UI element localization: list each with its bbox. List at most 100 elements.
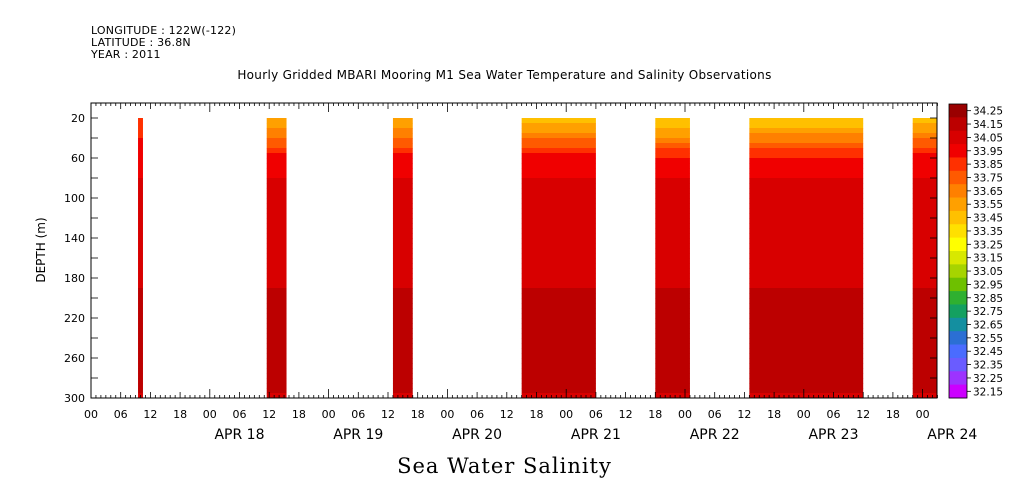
salinity-cell [749,213,864,219]
x-tick-label: 12 [143,408,157,421]
salinity-cell [138,383,143,389]
salinity-cell [749,363,864,369]
salinity-cell [521,363,596,369]
salinity-cell [912,218,937,224]
salinity-cell [266,373,287,379]
salinity-cell [392,348,413,354]
salinity-cell [749,383,864,389]
salinity-cell [912,173,937,179]
salinity-cell [655,343,690,349]
colorbar-label: 33.65 [973,186,1003,198]
salinity-cell [749,143,864,149]
salinity-cell [655,133,690,139]
salinity-cell [912,283,937,289]
salinity-cell [138,328,143,334]
salinity-cell [521,383,596,389]
salinity-cell [138,298,143,304]
salinity-cell [138,278,143,284]
salinity-cell [912,388,937,394]
salinity-cell [266,248,287,254]
colorbar-swatch [949,317,967,332]
salinity-cell [392,248,413,254]
salinity-cell [655,138,690,144]
salinity-cell [749,173,864,179]
x-tick-label: 00 [203,408,217,421]
colorbar-swatch [949,210,967,225]
salinity-cell [655,243,690,249]
salinity-cell [138,248,143,254]
salinity-cell [749,338,864,344]
salinity-cell [138,208,143,214]
salinity-cell [749,278,864,284]
salinity-cell [392,328,413,334]
data-segment-6 [912,118,937,399]
colorbar-swatch [949,344,967,359]
salinity-cell [266,153,287,159]
salinity-cell [392,283,413,289]
salinity-cell [392,338,413,344]
salinity-cell [266,138,287,144]
salinity-cell [138,273,143,279]
colorbar-swatch [949,264,967,279]
day-label: APR 19 [333,427,383,443]
salinity-cell [912,178,937,184]
colorbar-label: 32.95 [973,279,1003,291]
salinity-cell [521,253,596,259]
salinity-cell [392,368,413,374]
day-label: APR 22 [690,427,740,443]
salinity-cell [655,148,690,154]
salinity-cell [521,323,596,329]
salinity-cell [138,308,143,314]
salinity-cell [266,228,287,234]
salinity-cell [912,308,937,314]
salinity-cell [749,158,864,164]
salinity-cell [655,353,690,359]
salinity-cell [138,283,143,289]
salinity-cell [912,123,937,129]
x-tick-label: 00 [322,408,336,421]
salinity-cell [749,138,864,144]
salinity-cell [521,193,596,199]
colorbar-swatch [949,197,967,212]
x-tick-label: 06 [827,408,841,421]
salinity-cell [392,258,413,264]
salinity-cell [392,358,413,364]
colorbar-label: 33.95 [973,146,1003,158]
colorbar-swatch [949,184,967,198]
salinity-cell [749,168,864,174]
colorbar-label: 33.85 [973,159,1003,171]
salinity-cell [521,148,596,154]
salinity-cell [749,223,864,229]
salinity-cell [749,348,864,354]
salinity-cell [655,358,690,364]
salinity-cell [521,263,596,269]
salinity-cell [749,148,864,154]
salinity-cell [266,118,287,124]
salinity-cell [749,248,864,254]
salinity-cell [392,213,413,219]
salinity-cell [749,393,864,399]
x-tick-label: 00 [916,408,930,421]
salinity-cell [912,338,937,344]
salinity-cell [912,118,937,124]
salinity-cell [749,388,864,394]
salinity-cell [749,123,864,129]
salinity-cell [138,288,143,294]
x-tick-label: 12 [856,408,870,421]
salinity-cell [749,353,864,359]
salinity-cell [266,313,287,319]
salinity-cell [521,288,596,294]
salinity-cell [749,378,864,384]
salinity-cell [912,268,937,274]
salinity-cell [521,308,596,314]
salinity-cell [138,158,143,164]
salinity-cell [266,378,287,384]
salinity-cell [266,348,287,354]
salinity-cell [266,393,287,399]
day-label: APR 20 [452,427,502,443]
salinity-cell [655,163,690,169]
salinity-cell [912,158,937,164]
salinity-cell [138,293,143,299]
salinity-cell [749,163,864,169]
salinity-cell [655,363,690,369]
